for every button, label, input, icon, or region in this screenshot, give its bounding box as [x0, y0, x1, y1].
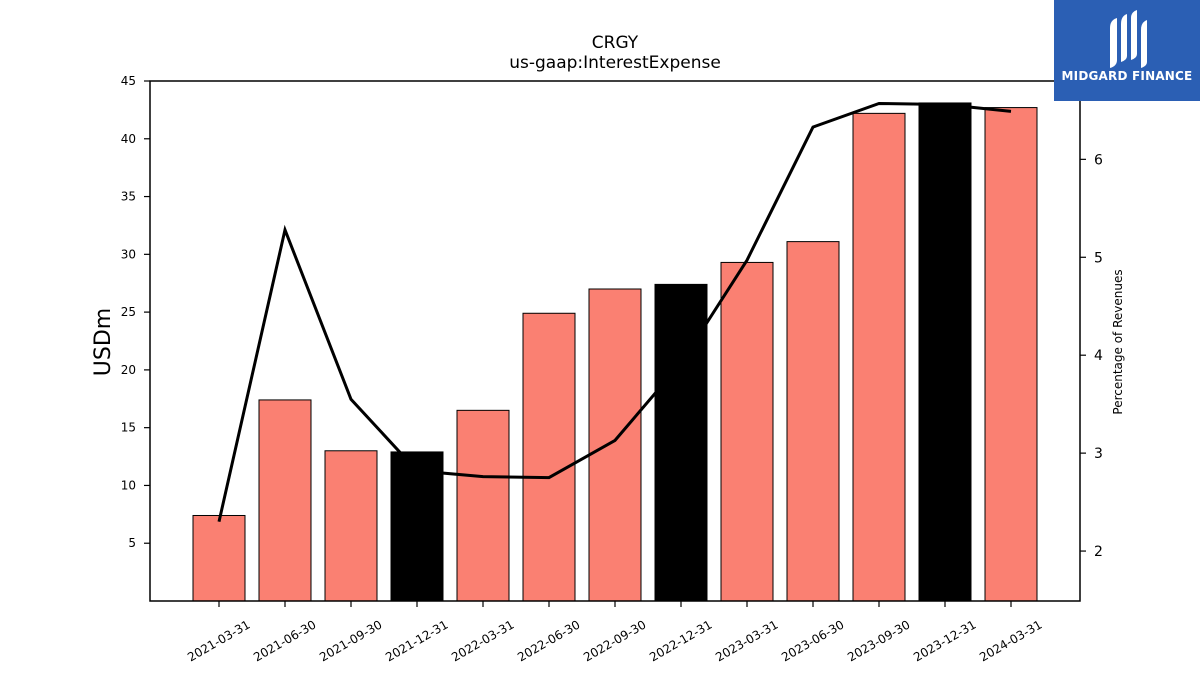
- bar-2023-06-30: [786, 241, 840, 602]
- right-tick-label: 5: [1094, 250, 1103, 266]
- left-tick-label: 20: [121, 363, 136, 377]
- x-tick-label: 2023-03-31: [713, 617, 780, 664]
- left-tick-label: 45: [121, 74, 136, 88]
- bar-2021-06-30: [258, 399, 312, 602]
- right-axis-label: Percentage of Revenues: [1111, 269, 1125, 414]
- bar-2023-09-30: [852, 112, 906, 602]
- right-tick-label: 6: [1094, 152, 1103, 168]
- right-tick-label: 4: [1094, 348, 1103, 364]
- x-tick-label: 2022-09-30: [581, 617, 648, 664]
- left-axis-label: USDm: [91, 308, 116, 376]
- bar-2022-09-30: [588, 288, 642, 602]
- bar-2022-12-31: [654, 283, 708, 602]
- right-tick-label: 3: [1094, 446, 1103, 462]
- x-tick-label: 2023-12-31: [911, 617, 978, 664]
- chart-title: CRGY: [592, 33, 639, 53]
- logo-text: MIDGARD FINANCE: [1061, 69, 1193, 83]
- bar-2022-06-30: [522, 312, 576, 602]
- left-tick-label: 10: [121, 478, 136, 492]
- right-tick-label: 2: [1094, 544, 1103, 560]
- right-axis-ticks: 2 3 4 5 6: [1080, 152, 1103, 560]
- x-tick-label: 2023-06-30: [779, 617, 846, 664]
- chart-subtitle: us-gaap:InterestExpense: [509, 53, 721, 73]
- bar-2023-12-31: [918, 102, 972, 602]
- x-tick-label: 2021-06-30: [251, 617, 318, 664]
- x-tick-label: 2023-09-30: [845, 617, 912, 664]
- x-tick-label: 2021-12-31: [383, 617, 450, 664]
- x-tick-label: 2024-03-31: [977, 617, 1044, 664]
- revenue-percentage-line-layer: [217, 102, 1012, 523]
- midgard-finance-logo: MIDGARD FINANCE: [1054, 0, 1200, 101]
- x-tick-label: 2022-03-31: [449, 617, 516, 664]
- bar-2021-09-30: [324, 450, 378, 602]
- bar-2024-03-31: [984, 107, 1038, 602]
- bars: [192, 102, 1038, 602]
- x-axis-ticks: 2021-03-312021-06-302021-09-302021-12-31…: [185, 601, 1045, 664]
- left-tick-label: 15: [121, 421, 136, 435]
- bar-2021-03-31: [192, 514, 246, 602]
- bar-2022-03-31: [456, 409, 510, 602]
- bar-2021-12-31: [390, 451, 444, 602]
- x-tick-label: 2022-06-30: [515, 617, 582, 664]
- x-tick-label: 2022-12-31: [647, 617, 714, 664]
- left-tick-label: 40: [121, 132, 136, 146]
- left-tick-label: 30: [121, 247, 136, 261]
- left-tick-label: 25: [121, 305, 136, 319]
- left-axis-ticks: 5 10 15 20 25 30 35 40 45: [121, 74, 150, 550]
- left-tick-label: 5: [128, 536, 136, 550]
- x-tick-label: 2021-03-31: [185, 617, 252, 664]
- left-tick-label: 35: [121, 190, 136, 204]
- bar-2023-03-31: [720, 261, 774, 602]
- midgard-logo-mark-icon: [1110, 10, 1147, 68]
- x-tick-label: 2021-09-30: [317, 617, 384, 664]
